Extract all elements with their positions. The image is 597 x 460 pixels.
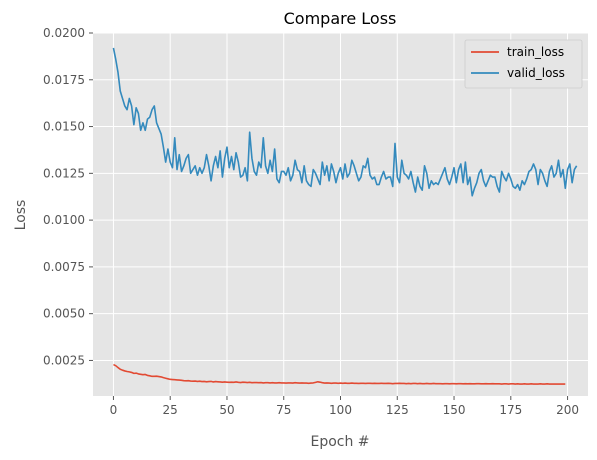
y-tick-label: 0.0050: [43, 307, 85, 321]
y-tick-label: 0.0175: [43, 73, 85, 87]
x-tick-label: 25: [163, 403, 178, 417]
y-tick-label: 0.0125: [43, 166, 85, 180]
legend-label-valid-loss: valid_loss: [507, 66, 565, 80]
x-axis-label: Epoch #: [310, 434, 369, 450]
x-tick-label: 75: [276, 403, 291, 417]
x-tick-label: 125: [386, 403, 409, 417]
legend-label-train-loss: train_loss: [507, 45, 564, 59]
x-tick-label: 50: [219, 403, 234, 417]
y-axis-label: Loss: [13, 200, 29, 231]
y-tick-label: 0.0100: [43, 213, 85, 227]
chart-title: Compare Loss: [284, 9, 397, 28]
x-tick-labels: 0 25 50 75 100 125 150 175 200: [110, 396, 579, 417]
y-tick-label: 0.0075: [43, 260, 85, 274]
y-tick-labels: 0.0025 0.0050 0.0075 0.0100 0.0125 0.0150 0.01…: [43, 26, 93, 367]
x-tick-label: 200: [556, 403, 579, 417]
series-line-valid-loss: [112, 47, 578, 197]
x-tick-label: 0: [110, 403, 118, 417]
y-tick-label: 0.0150: [43, 120, 85, 134]
y-tick-label: 0.0200: [43, 26, 85, 40]
y-tick-label: 0.0025: [43, 353, 85, 367]
x-tick-label: 150: [443, 403, 466, 417]
legend: train_loss valid_loss: [464, 39, 583, 89]
series-line-train-loss: [113, 363, 566, 385]
x-tick-label: 175: [499, 403, 522, 417]
series-lines: [112, 47, 578, 385]
x-tick-label: 100: [329, 403, 352, 417]
